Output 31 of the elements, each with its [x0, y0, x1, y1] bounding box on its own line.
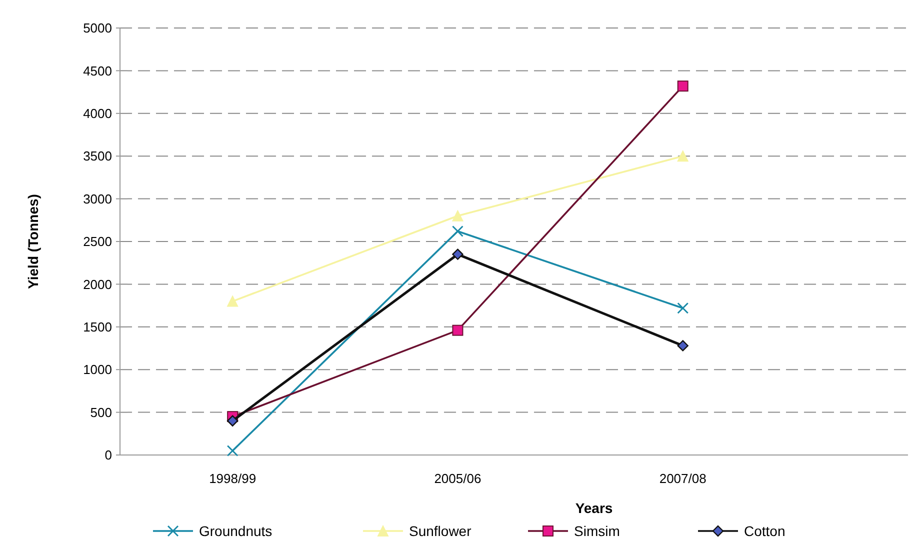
y-tick-label: 4500 [83, 63, 112, 78]
point [677, 340, 688, 352]
legend-label: Cotton [744, 523, 786, 539]
x-tick-label: 2007/08 [659, 471, 706, 486]
y-tick-label: 2500 [83, 234, 112, 250]
legend-label: Groundnuts [199, 523, 272, 539]
y-tick-label: 3500 [83, 148, 112, 164]
x-axis-title: Years [575, 500, 613, 516]
y-tick-label: 4000 [83, 106, 112, 121]
point [452, 324, 464, 336]
point [452, 226, 464, 237]
point [452, 210, 464, 222]
x-tick-label: 1998/99 [209, 471, 256, 486]
point [452, 248, 464, 260]
x-tick-label: 2005/06 [434, 471, 482, 486]
y-axis-title: Yield (Tonnes) [25, 194, 41, 289]
y-tick-label: 5000 [83, 20, 112, 36]
y-tick-label: 1500 [83, 319, 112, 334]
point [677, 150, 688, 162]
legend-label: Simsim [574, 523, 620, 539]
point [226, 415, 238, 426]
y-tick-label: 2000 [83, 276, 112, 292]
legend-label: Sunflower [409, 523, 472, 539]
point [677, 80, 688, 92]
point [677, 302, 689, 314]
point [226, 444, 238, 456]
point [227, 296, 238, 307]
y-tick-label: 1000 [83, 362, 112, 378]
y-tick-label: 500 [90, 404, 112, 420]
y-tick-label: 0 [104, 448, 112, 463]
y-tick-label: 3000 [83, 191, 112, 206]
